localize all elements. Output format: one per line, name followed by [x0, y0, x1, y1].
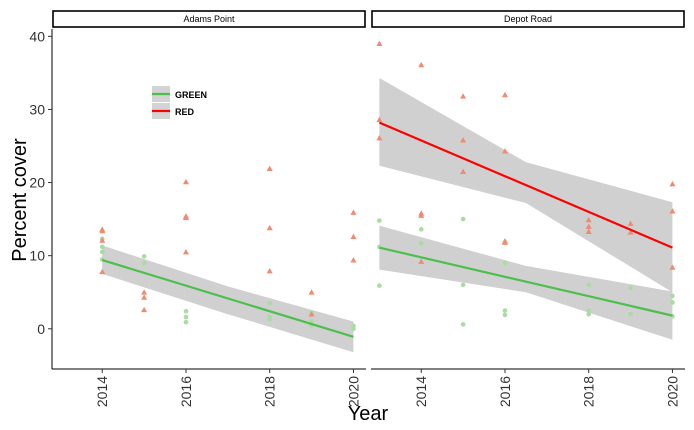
panel-depot-road	[376, 40, 676, 340]
data-point-green	[628, 285, 633, 291]
data-point-red	[669, 208, 676, 214]
panel-title-depot-road: Depot Road	[504, 14, 552, 24]
data-points	[376, 40, 676, 327]
y-tick-label: 20	[29, 175, 45, 191]
data-point-red	[585, 216, 592, 223]
x-tick-label: 2014	[94, 376, 110, 407]
data-point-green	[670, 293, 675, 299]
data-point-green	[99, 244, 105, 250]
data-point-green	[586, 282, 592, 288]
x-tick-label: 2018	[262, 376, 278, 407]
data-point-red	[141, 294, 148, 300]
data-point-green	[267, 316, 273, 322]
data-points	[99, 165, 357, 332]
x-tick-label: 2016	[497, 376, 513, 407]
data-point-red	[182, 214, 189, 221]
data-point-green	[377, 283, 382, 288]
data-point-green	[267, 300, 273, 306]
data-point-red	[266, 165, 273, 172]
data-point-green	[460, 216, 466, 222]
x-tick-label: 2020	[664, 376, 680, 407]
data-point-green	[183, 319, 189, 325]
data-point-green	[141, 254, 147, 259]
data-point-red	[501, 91, 508, 98]
x-tick-label: 2014	[413, 376, 429, 407]
data-point-green	[351, 326, 356, 332]
x-axis-ticks: 2014 2016 2018 2020 2014 2016 2018 2020	[94, 369, 680, 407]
data-point-red	[418, 61, 425, 68]
data-point-red	[460, 168, 467, 174]
data-point-green	[460, 322, 466, 327]
data-point-green	[183, 308, 189, 314]
data-point-red	[501, 239, 508, 245]
x-tick-label: 2018	[581, 376, 597, 407]
data-point-green	[502, 308, 508, 313]
x-tick-label: 2016	[178, 376, 194, 407]
data-point-red	[585, 228, 592, 234]
data-point-green	[141, 260, 147, 266]
data-point-red	[418, 258, 425, 264]
data-point-red	[141, 289, 148, 295]
x-axis-title: Year	[348, 403, 389, 425]
data-point-red	[350, 209, 357, 215]
data-point-red	[501, 148, 508, 154]
data-point-green	[586, 311, 592, 317]
y-axis-ticks: 0 10 20 30 40	[29, 28, 52, 337]
data-point-green	[377, 218, 382, 223]
data-point-red	[460, 93, 467, 99]
data-point-red	[99, 227, 106, 234]
data-point-red	[376, 134, 383, 141]
confidence-bands	[379, 78, 673, 340]
data-point-red	[182, 178, 189, 185]
data-point-green	[628, 311, 633, 317]
data-point-red	[99, 237, 106, 243]
data-point-red	[266, 268, 273, 274]
y-tick-label: 30	[29, 101, 45, 117]
fit-line-green	[101, 259, 354, 338]
data-point-red	[182, 249, 189, 255]
data-point-red	[99, 268, 106, 275]
data-point-red	[376, 40, 383, 47]
data-point-red	[308, 311, 315, 317]
data-point-green	[502, 312, 508, 318]
legend-label-green: GREEN	[175, 90, 207, 100]
data-point-red	[669, 264, 676, 270]
panel-adams-point	[99, 165, 357, 353]
data-point-red	[669, 181, 676, 187]
x-tick-label: 2020	[345, 376, 361, 407]
data-point-red	[460, 137, 467, 143]
fit-lines	[101, 259, 354, 338]
data-point-green	[502, 260, 508, 266]
data-point-red	[141, 306, 148, 313]
strip-adams-point: Adams Point	[52, 10, 366, 28]
y-tick-label: 0	[37, 321, 45, 337]
y-tick-label: 40	[29, 28, 45, 44]
data-point-green	[670, 300, 675, 305]
legend-label-red: RED	[175, 107, 195, 117]
data-point-green	[418, 240, 424, 246]
fit-lines	[378, 121, 673, 317]
data-point-red	[350, 257, 357, 263]
data-point-red	[376, 116, 383, 123]
data-point-green	[460, 282, 466, 288]
data-point-green	[183, 314, 189, 320]
data-point-red	[585, 223, 592, 229]
fit-line-green	[379, 246, 673, 317]
y-tick-label: 10	[29, 248, 45, 264]
data-point-red	[418, 212, 425, 218]
y-axis-title: Percent cover	[9, 138, 31, 262]
panel-title-adams-point: Adams Point	[183, 14, 235, 24]
legend: GREEN RED	[152, 86, 207, 119]
fit-line-red	[378, 121, 673, 249]
data-point-red	[266, 224, 273, 231]
data-point-red	[350, 233, 357, 240]
data-point-green	[586, 308, 592, 313]
data-point-green	[418, 227, 424, 232]
strip-depot-road: Depot Road	[371, 10, 685, 28]
data-point-green	[99, 249, 105, 255]
data-point-red	[627, 229, 634, 235]
data-point-red	[627, 220, 634, 226]
data-point-red	[308, 289, 315, 295]
